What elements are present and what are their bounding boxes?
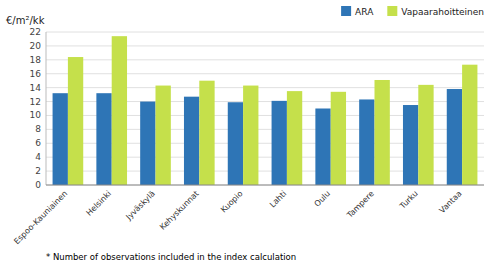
y-axis-label: €/m²/kk <box>6 15 45 26</box>
bar <box>287 91 302 185</box>
x-tick-label: Kehyskunnat <box>158 189 201 232</box>
x-tick-label: Vantaa <box>438 189 464 215</box>
x-tick-label: Helsinki <box>84 189 113 218</box>
bar <box>112 36 127 185</box>
bar <box>272 101 287 185</box>
grid-line <box>46 185 484 186</box>
bar <box>140 102 155 185</box>
legend-swatch <box>341 6 351 16</box>
grid <box>46 32 484 185</box>
bar <box>403 105 418 185</box>
y-tick-label: 4 <box>35 152 41 162</box>
y-tick-label: 0 <box>35 180 41 190</box>
x-tick-label: Tampere <box>345 189 376 220</box>
x-tick-label: Lahti <box>268 189 288 209</box>
bar <box>315 109 330 186</box>
y-axis-line <box>46 32 47 185</box>
bar <box>199 81 214 185</box>
y-tick-label: 18 <box>30 55 42 65</box>
bar <box>418 85 433 185</box>
footnote: * Number of observations included in the… <box>46 252 296 262</box>
x-tick-label: Oulu <box>313 189 333 209</box>
bar <box>96 93 111 185</box>
bar <box>447 89 462 185</box>
y-tick-label: 22 <box>30 27 41 37</box>
bar <box>156 86 171 185</box>
bar <box>53 93 68 185</box>
y-tick-label: 6 <box>35 138 41 148</box>
bar <box>462 65 477 185</box>
chart: 0 2 4 6 8 10 12 14 16 18 20 22 Espoo-Kauniainen Helsi… <box>0 0 494 265</box>
bar <box>68 57 83 185</box>
x-tick-label: Jyväskylä <box>124 189 157 222</box>
x-tick-label: Espoo-Kauniainen <box>12 189 69 246</box>
bar <box>359 99 374 185</box>
legend-label: Vapaarahoitteinen <box>401 7 484 17</box>
bar <box>228 102 243 185</box>
y-tick-label: 2 <box>35 166 41 176</box>
y-tick-label: 16 <box>30 69 42 79</box>
bar <box>243 86 258 185</box>
legend-item: ARA <box>341 6 374 17</box>
y-tick-label: 20 <box>30 41 42 51</box>
x-axis-line <box>46 185 484 186</box>
x-tick-label: Turku <box>397 189 419 211</box>
legend-item: Vapaarahoitteinen <box>387 6 484 17</box>
legend: ARA Vapaarahoitteinen <box>341 6 484 17</box>
bar <box>184 97 199 185</box>
bar <box>375 80 390 185</box>
bar <box>331 92 346 185</box>
bars <box>53 36 478 185</box>
x-tick-label: Kuopio <box>219 189 245 215</box>
y-tick-label: 12 <box>30 97 41 107</box>
y-tick-label: 10 <box>30 110 42 120</box>
y-tick-label: 8 <box>35 124 41 134</box>
legend-swatch <box>387 6 397 16</box>
grid-line <box>46 32 484 33</box>
legend-label: ARA <box>355 7 374 17</box>
y-tick-label: 14 <box>30 83 42 93</box>
